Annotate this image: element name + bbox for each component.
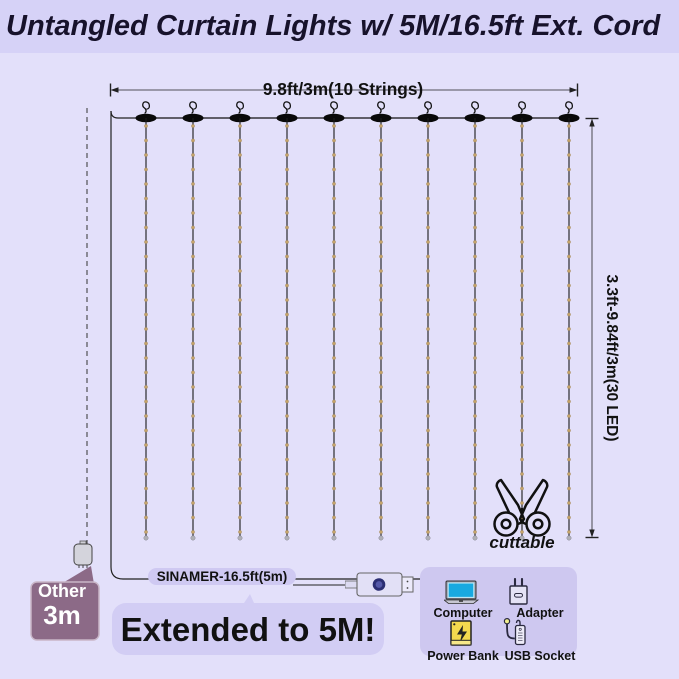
svg-text:cuttable: cuttable	[489, 533, 554, 552]
svg-text:3.3ft-9.84ft/3m(30 LED): 3.3ft-9.84ft/3m(30 LED)	[603, 274, 620, 441]
svg-text:9.8ft/3m(10 Strings): 9.8ft/3m(10 Strings)	[263, 79, 423, 99]
